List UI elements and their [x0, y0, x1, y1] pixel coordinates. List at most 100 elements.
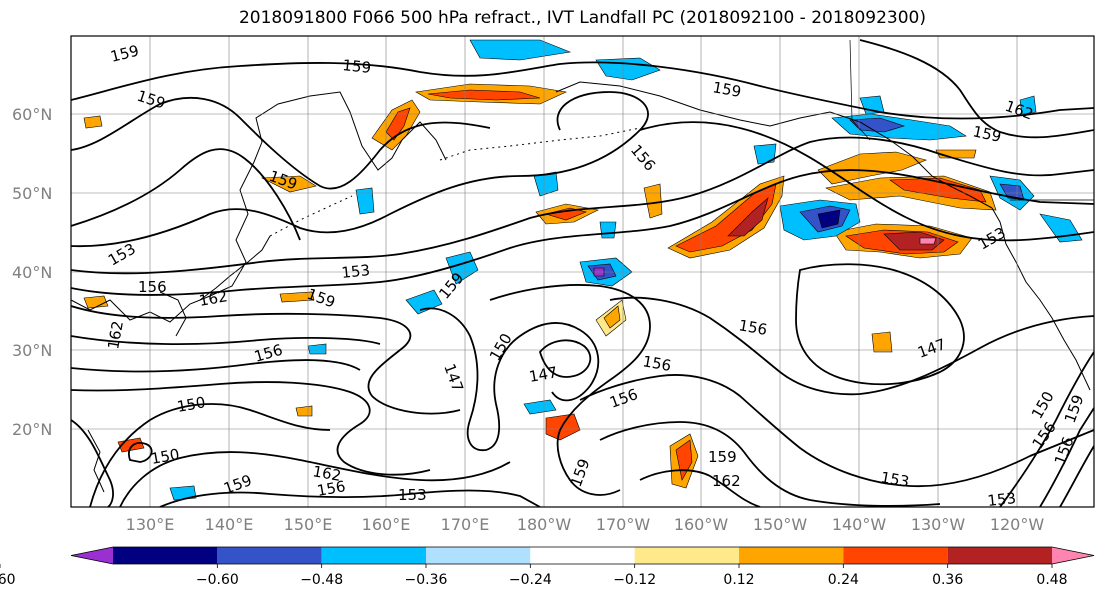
- contour-line: [599, 421, 941, 507]
- contour-line: [579, 374, 1094, 488]
- coast-japan: [199, 235, 271, 301]
- colorbar-tick-label: 0.24: [828, 572, 859, 588]
- anomaly-patch: [405, 289, 443, 315]
- colorbar-tick-label: 0.36: [932, 572, 963, 588]
- colorbar-tick-label: −0.24: [509, 572, 552, 588]
- anomaly-patch: [753, 143, 777, 165]
- contour-label: 153: [398, 486, 427, 504]
- contour-label: 153: [341, 261, 371, 282]
- contour-label: 159: [971, 122, 1003, 146]
- contour-line: [159, 489, 541, 507]
- border-alaska: [849, 39, 871, 141]
- contour-label: 150: [150, 445, 181, 468]
- contour-label: 162: [712, 472, 741, 490]
- colorbar-segment: [426, 547, 531, 564]
- coast-korea: [159, 291, 187, 337]
- lon-label: 180°W: [517, 515, 572, 534]
- colorbar-segment: [530, 547, 635, 564]
- lon-label: 120°W: [990, 515, 1045, 534]
- gridlines: [71, 36, 1094, 507]
- anomaly-patch: [849, 117, 905, 133]
- contour-line: [1039, 407, 1094, 507]
- contour-line: [859, 39, 1094, 139]
- contour-label: 162: [311, 462, 342, 485]
- plot-frame: [70, 35, 1095, 508]
- anomaly-patch: [599, 221, 617, 239]
- anomaly-patch: [469, 39, 572, 61]
- lat-label: 50°N: [12, 184, 52, 203]
- contour-label: 159: [342, 56, 372, 77]
- contour-line: [71, 335, 381, 345]
- lat-label: 40°N: [12, 263, 52, 282]
- contour-line: [639, 121, 1094, 242]
- anomaly-patch: [603, 305, 621, 329]
- colorbar-tick-label: −0.36: [405, 572, 448, 588]
- lon-label: 150°W: [753, 515, 808, 534]
- contour-line: [119, 451, 511, 507]
- contour-line: [999, 351, 1094, 507]
- colorbar-segment: [113, 547, 218, 564]
- coast-alaska: [555, 81, 993, 209]
- anomaly-patch: [355, 187, 375, 215]
- anomaly-patch: [544, 207, 587, 221]
- lon-label: 130°E: [126, 515, 175, 534]
- contour-line: [1059, 445, 1094, 507]
- contour-label: 147: [528, 363, 559, 386]
- colorbar-segment: [634, 547, 739, 564]
- contour-label: 156: [641, 352, 672, 375]
- colorbar-segment: [843, 547, 948, 564]
- lon-label: 140°E: [205, 515, 254, 534]
- colorbar-tick-label: 0.12: [723, 572, 754, 588]
- contour-label: 150: [176, 393, 207, 416]
- contour-label: 159: [711, 78, 742, 101]
- contour-label: 156: [138, 278, 167, 296]
- lon-label: 160°W: [674, 515, 729, 534]
- anomaly-patch: [1019, 95, 1037, 115]
- anomaly-patch: [919, 237, 937, 245]
- colorbar-tick-label: 0.60: [0, 572, 16, 588]
- longitude-labels: 130°E 140°E 150°E 160°E 170°E 180°W 170°…: [126, 515, 1045, 534]
- colorbar-segment: [739, 547, 844, 564]
- contour-label: 153: [987, 489, 1017, 510]
- contour-line: [71, 381, 431, 476]
- colorbar-tick-label: −0.12: [613, 572, 656, 588]
- contour-line: [71, 136, 1094, 275]
- colorbar-tick-label: −0.48: [300, 572, 343, 588]
- latitude-labels: 60°N 50°N 40°N 30°N 20°N: [12, 105, 52, 439]
- anomaly-patch: [643, 183, 663, 219]
- colorbar-segment: [71, 547, 113, 564]
- lon-label: 170°W: [596, 515, 651, 534]
- anomaly-patch: [727, 197, 769, 237]
- contour-line: [71, 305, 461, 415]
- contour-line: [71, 419, 114, 507]
- anomaly-patch: [523, 399, 557, 415]
- kurils: [269, 195, 353, 237]
- lat-label: 30°N: [12, 341, 52, 360]
- plot-area: [71, 36, 1094, 507]
- contour-line: [71, 97, 491, 190]
- contour-line: [71, 148, 301, 241]
- aleutians: [439, 127, 641, 161]
- lat-label: 60°N: [12, 105, 52, 124]
- anomaly-patch: [445, 251, 479, 285]
- anomaly-patch: [169, 485, 197, 501]
- colorbar-segment: [321, 547, 426, 564]
- contour-line: [538, 339, 592, 378]
- contour-label: 159: [708, 448, 737, 466]
- anomaly-patch: [871, 331, 893, 353]
- anomaly-patch: [295, 405, 313, 417]
- lon-label: 140°W: [832, 515, 887, 534]
- colorbar: −0.60 −0.48 −0.36 −0.24 −0.12 0.12 0.24 0.36 0.4…: [0, 546, 1095, 588]
- anomaly-patch: [427, 89, 541, 101]
- colorbar-segment: [1052, 547, 1094, 564]
- colorbar-outline: [70, 546, 1095, 565]
- contour-label: 162: [104, 319, 127, 350]
- contour-line: [639, 469, 761, 507]
- contour-line: [71, 91, 649, 248]
- contour-label: 162: [198, 287, 229, 310]
- anomaly-patch: [817, 151, 927, 185]
- contour-line: [419, 307, 600, 451]
- lon-label: 170°E: [441, 515, 490, 534]
- lon-label: 160°E: [362, 515, 411, 534]
